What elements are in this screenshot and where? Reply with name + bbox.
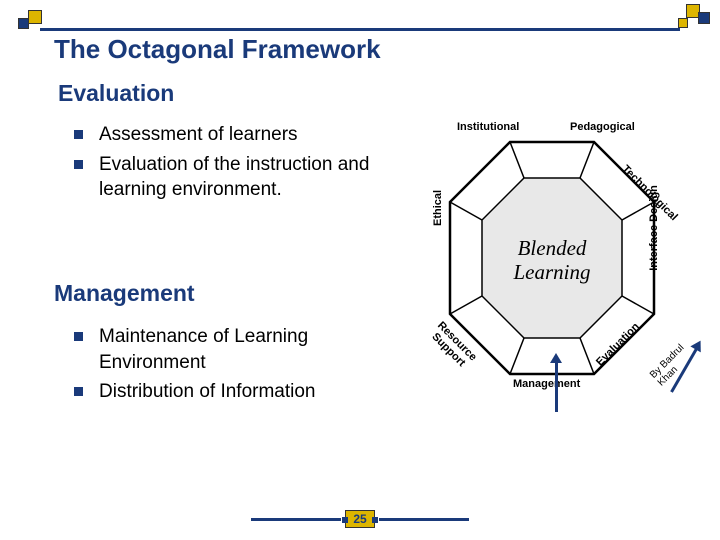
bullet-text: Maintenance of Learning Environment [99, 324, 374, 375]
page-number-badge: 25 [345, 510, 375, 528]
bullet-list-management: Maintenance of Learning Environment Dist… [74, 324, 374, 409]
center-line1: Blended [518, 236, 587, 260]
footer: 25 [0, 510, 720, 528]
list-item: Evaluation of the instruction and learni… [74, 152, 374, 203]
slide-title: The Octagonal Framework [54, 34, 381, 65]
label-pedagogical: Pedagogical [570, 121, 635, 133]
bullet-icon [74, 160, 83, 169]
section-heading-evaluation: Evaluation [58, 80, 174, 107]
footer-rule-right [379, 518, 469, 521]
list-item: Maintenance of Learning Environment [74, 324, 374, 375]
bullet-text: Evaluation of the instruction and learni… [99, 152, 374, 203]
title-rule [40, 28, 680, 31]
list-item: Assessment of learners [74, 122, 374, 148]
bullet-text: Assessment of learners [99, 122, 374, 148]
corner-decor-left [18, 10, 46, 28]
bullet-icon [74, 332, 83, 341]
label-ethical: Ethical [432, 190, 444, 226]
octagon-diagram: Blended Learning Institutional Pedagogic… [412, 118, 692, 408]
label-institutional: Institutional [457, 121, 519, 133]
bullet-icon [74, 130, 83, 139]
page-number: 25 [353, 512, 366, 526]
list-item: Distribution of Information [74, 379, 374, 405]
bullet-icon [74, 387, 83, 396]
center-line2: Learning [513, 260, 590, 284]
bullet-list-evaluation: Assessment of learners Evaluation of the… [74, 122, 374, 207]
bullet-text: Distribution of Information [99, 379, 374, 405]
section-heading-management: Management [54, 280, 195, 307]
pointer-arrow-1 [555, 362, 558, 412]
footer-rule-left [251, 518, 341, 521]
label-interface-design: Interface Design [648, 183, 660, 273]
label-management: Management [513, 378, 580, 390]
